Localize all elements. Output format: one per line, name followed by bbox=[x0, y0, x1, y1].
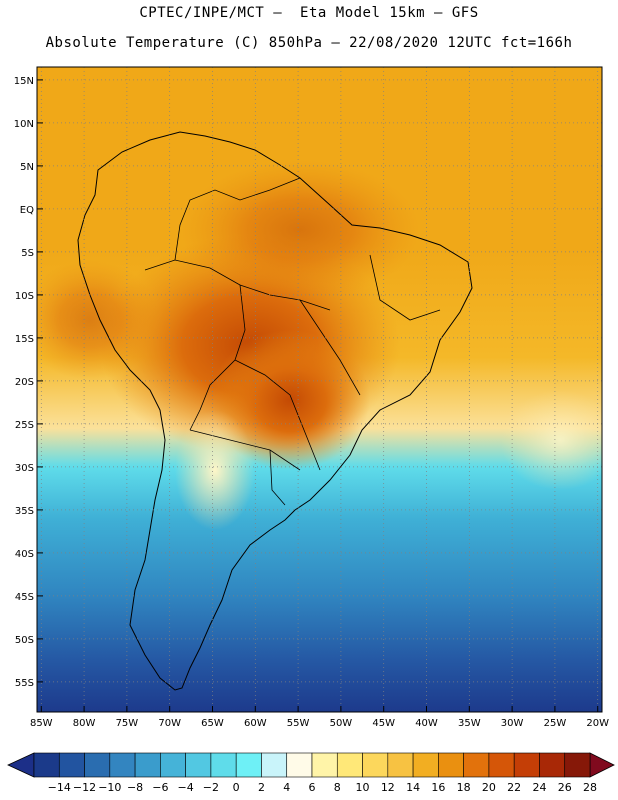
lat-tick-label: 10N bbox=[14, 119, 34, 130]
lon-tick-label: 80W bbox=[73, 718, 96, 729]
colorbar-label: −8 bbox=[127, 781, 143, 794]
lat-tick-label: 40S bbox=[15, 549, 34, 560]
colorbar-label: 20 bbox=[482, 781, 496, 794]
colorbar-swatch bbox=[488, 752, 515, 778]
colorbar-label: 10 bbox=[356, 781, 370, 794]
lat-tick-label: 25S bbox=[15, 420, 34, 431]
country-borders bbox=[144, 177, 441, 506]
colorbar-swatch bbox=[539, 752, 566, 778]
lat-tick-label: EQ bbox=[20, 205, 34, 216]
lon-tick-label: 60W bbox=[244, 718, 267, 729]
colorbar-high-arrow bbox=[589, 752, 615, 778]
colorbar-swatch bbox=[58, 752, 85, 778]
lon-tick-label: 30W bbox=[501, 718, 524, 729]
longitude-axis: 85W 80W 75W 70W 65W 60W 55W 50W 45W 40W 35W 30W 25W 2… bbox=[30, 706, 609, 729]
lat-tick-label: 20S bbox=[15, 377, 34, 388]
lat-tick-label: 15N bbox=[14, 76, 34, 87]
colorbar-label: 18 bbox=[457, 781, 471, 794]
lon-tick-label: 20W bbox=[586, 718, 609, 729]
lon-tick-label: 65W bbox=[201, 718, 224, 729]
colorbar-swatch bbox=[185, 752, 212, 778]
colorbar-labels: −14 −12 −10 −8 −6 −4 −2 0 2 4 6 8 10 12 14 16 18 20 22 24 26… bbox=[48, 781, 597, 794]
colorbar-label: 4 bbox=[283, 781, 290, 794]
lon-tick-label: 75W bbox=[116, 718, 139, 729]
colorbar-label: 6 bbox=[309, 781, 316, 794]
lat-tick-label: 35S bbox=[15, 506, 34, 517]
warm-pacific bbox=[37, 260, 160, 380]
colorbar-swatch bbox=[261, 752, 288, 778]
latitude-axis: 15N 10N 5N EQ 5S 10S 15S 20S 25S 30S 35S 40S 45S 50S 5… bbox=[14, 76, 43, 689]
colorbar-label: 8 bbox=[334, 781, 341, 794]
cool-atlantic bbox=[500, 390, 602, 490]
colorbar-swatch bbox=[286, 752, 313, 778]
colorbar-label: 2 bbox=[258, 781, 265, 794]
colorbar-swatch bbox=[387, 752, 414, 778]
colorbar-label: −14 bbox=[48, 781, 71, 794]
colorbar-swatch bbox=[311, 752, 338, 778]
lat-tick-label: 30S bbox=[15, 463, 34, 474]
colorbar-label: −2 bbox=[203, 781, 219, 794]
colorbar-label: −10 bbox=[98, 781, 121, 794]
colorbar-low-arrow bbox=[7, 752, 35, 778]
lon-tick-label: 50W bbox=[330, 718, 353, 729]
colorbar-swatch bbox=[109, 752, 136, 778]
map-frame bbox=[36, 66, 603, 713]
lat-tick-label: 55S bbox=[15, 678, 34, 689]
hot-core-south bbox=[210, 330, 370, 470]
lat-tick-label: 45S bbox=[15, 592, 34, 603]
lat-tick-label: 5S bbox=[21, 248, 34, 259]
colorbar-swatch bbox=[33, 752, 60, 778]
cool-andes bbox=[175, 410, 255, 530]
lon-tick-label: 45W bbox=[372, 718, 395, 729]
colorbar-label: 26 bbox=[558, 781, 572, 794]
coastline bbox=[77, 131, 473, 691]
colorbar-swatch bbox=[336, 752, 363, 778]
lon-tick-label: 70W bbox=[158, 718, 181, 729]
colorbar-label: −6 bbox=[152, 781, 168, 794]
colorbar-swatch bbox=[84, 752, 111, 778]
lon-tick-label: 25W bbox=[544, 718, 567, 729]
colorbar-label: 28 bbox=[583, 781, 597, 794]
colorbar-swatch bbox=[160, 752, 186, 778]
lat-tick-label: 50S bbox=[15, 635, 34, 646]
colorbar-swatch bbox=[412, 752, 439, 778]
colorbar-label: −4 bbox=[178, 781, 194, 794]
lon-tick-label: 40W bbox=[415, 718, 438, 729]
lat-tick-label: 5N bbox=[20, 162, 34, 173]
header-title: CPTEC/INPE/MCT – Eta Model 15km – GFS bbox=[139, 5, 479, 21]
colorbar bbox=[7, 752, 615, 778]
colorbar-label: 14 bbox=[406, 781, 420, 794]
lat-tick-label: 15S bbox=[15, 334, 34, 345]
colorbar-swatch bbox=[210, 752, 237, 778]
lon-tick-label: 55W bbox=[287, 718, 310, 729]
colorbar-label: 0 bbox=[233, 781, 240, 794]
colorbar-swatch bbox=[362, 752, 389, 778]
lon-tick-label: 35W bbox=[458, 718, 481, 729]
lat-tick-label: 10S bbox=[15, 291, 34, 302]
warm-north bbox=[180, 160, 420, 300]
header-subtitle: Absolute Temperature (C) 850hPa – 22/08/… bbox=[45, 35, 573, 51]
colorbar-swatch bbox=[438, 752, 464, 778]
colorbar-label: 16 bbox=[431, 781, 445, 794]
colorbar-swatch bbox=[564, 752, 591, 778]
colorbar-swatch bbox=[235, 752, 262, 778]
lon-tick-label: 85W bbox=[30, 718, 53, 729]
colorbar-label: 24 bbox=[532, 781, 546, 794]
colorbar-label: −12 bbox=[73, 781, 96, 794]
colorbar-swatch bbox=[134, 752, 161, 778]
colorbar-swatch bbox=[513, 752, 540, 778]
colorbar-label: 22 bbox=[507, 781, 521, 794]
colorbar-swatch bbox=[463, 752, 490, 778]
colorbar-label: 12 bbox=[381, 781, 395, 794]
